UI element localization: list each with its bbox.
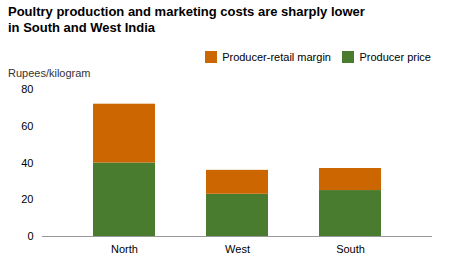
svg-text:40: 40 xyxy=(21,156,33,168)
svg-text:60: 60 xyxy=(21,119,33,131)
svg-text:0: 0 xyxy=(27,230,33,242)
html-text:Poultry production and marketi: Poultry production and marketing costs a… xyxy=(8,4,365,35)
svg-text:West: West xyxy=(225,243,250,255)
svg-text:South: South xyxy=(336,243,365,255)
svg-text:20: 20 xyxy=(21,193,33,205)
html-text:Producer-retail margin: Producer-retail margin xyxy=(222,50,331,63)
html-text:Producer price: Producer price xyxy=(359,50,431,63)
svg-text:80: 80 xyxy=(21,83,33,95)
html-text:Rupees/kilogram: Rupees/kilogram xyxy=(8,66,91,79)
svg-text:North: North xyxy=(111,243,138,255)
